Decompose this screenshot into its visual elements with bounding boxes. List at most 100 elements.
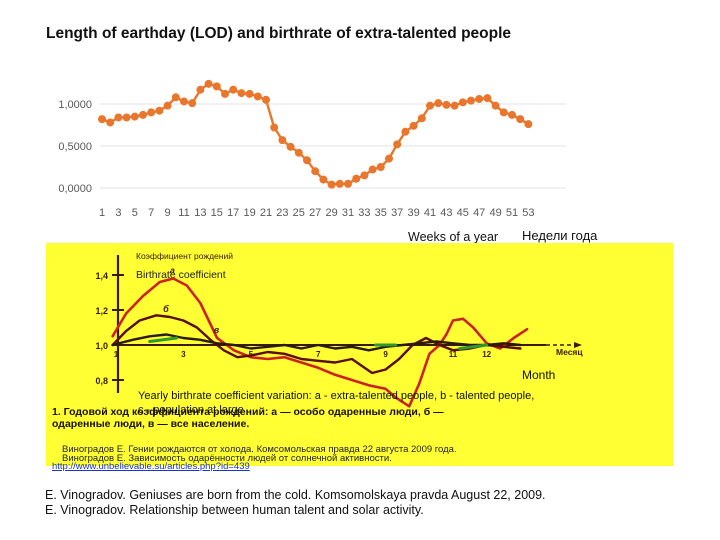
caption-en-line-1: Yearly birthrate coefficient variation: … bbox=[138, 390, 534, 402]
series-line-2 bbox=[111, 314, 522, 375]
lod-data-point bbox=[319, 175, 328, 184]
lod-data-point bbox=[229, 85, 238, 94]
lod-data-point bbox=[483, 94, 492, 103]
x-tick-label: 37 bbox=[391, 207, 403, 219]
x-tick-label: 7 bbox=[316, 350, 321, 359]
x-tick-label: 3 bbox=[181, 350, 186, 359]
lod-data-point bbox=[401, 127, 410, 136]
lod-data-point bbox=[98, 115, 106, 124]
lod-data-point bbox=[294, 148, 303, 157]
lod-data-point bbox=[155, 106, 164, 115]
birthrate-chart-panel bbox=[46, 243, 673, 466]
x-tick-label: 9 bbox=[383, 350, 388, 359]
x-tick-label: 33 bbox=[358, 207, 370, 219]
y-tick-label: 0,8 bbox=[95, 376, 108, 386]
lod-data-point bbox=[311, 167, 320, 176]
weeks-axis-label-en: Weeks of a year bbox=[408, 230, 499, 244]
x-tick-label: 47 bbox=[473, 207, 485, 219]
lod-data-point bbox=[368, 165, 377, 174]
series-green-segment bbox=[458, 343, 489, 350]
lod-data-point bbox=[516, 115, 525, 124]
chart-title-ru: Коэффициент рождений bbox=[136, 251, 233, 261]
lod-data-point bbox=[426, 101, 434, 110]
citation-link[interactable]: http://www.unbelievable.su/articles.php?… bbox=[52, 461, 250, 472]
x-tick-label: 11 bbox=[178, 207, 189, 219]
curve-label: а bbox=[170, 265, 175, 275]
lod-data-point bbox=[171, 93, 180, 102]
x-tick-label: 21 bbox=[260, 207, 272, 219]
caption-ru-line-1: 1. Годовой ход коэффициента рождений: а … bbox=[52, 406, 444, 418]
lod-data-point bbox=[204, 79, 213, 88]
lod-data-point bbox=[180, 97, 188, 106]
lod-data-point bbox=[450, 101, 459, 110]
lod-data-point bbox=[262, 95, 270, 104]
caption-en-line-2: c - population at large bbox=[138, 404, 244, 416]
lod-data-point bbox=[147, 108, 156, 117]
lod-data-point bbox=[360, 171, 369, 180]
lod-data-point bbox=[122, 113, 131, 122]
curve-label: б bbox=[163, 304, 169, 314]
x-tick-label: 35 bbox=[375, 207, 387, 219]
lod-data-point bbox=[434, 99, 443, 108]
lod-data-point bbox=[442, 100, 451, 109]
x-axis-label-ru: Месяц bbox=[556, 347, 583, 357]
lod-data-point bbox=[188, 99, 197, 108]
x-tick-label: 19 bbox=[243, 207, 255, 219]
lod-data-point bbox=[114, 113, 123, 122]
y-tick-label: 1,0000 bbox=[58, 99, 92, 111]
x-tick-label: 41 bbox=[424, 207, 436, 219]
x-tick-label: 1 bbox=[99, 207, 105, 219]
lod-data-point bbox=[106, 118, 115, 127]
x-tick-label: 53 bbox=[522, 207, 534, 219]
x-tick-label: 3 bbox=[115, 207, 121, 219]
lod-data-point bbox=[344, 179, 352, 188]
chart-title-en: Birthrate coefficient bbox=[136, 269, 226, 281]
curve-label: в bbox=[214, 325, 220, 335]
x-tick-label: 29 bbox=[325, 207, 337, 219]
lod-data-point bbox=[508, 110, 516, 119]
lod-data-point bbox=[163, 101, 172, 110]
lod-data-point bbox=[270, 123, 279, 132]
x-axis-label-en: Month bbox=[522, 368, 555, 382]
y-tick-label: 1,4 bbox=[95, 271, 108, 281]
x-tick-label: 7 bbox=[148, 207, 154, 219]
x-tick-label: 51 bbox=[506, 207, 518, 219]
x-axis-arrow bbox=[574, 342, 582, 348]
series-green-segment bbox=[148, 336, 179, 343]
page-title: Length of earthday (LOD) and birthrate o… bbox=[46, 25, 512, 42]
lod-data-point bbox=[491, 101, 500, 110]
y-tick-label: 1,0 bbox=[95, 341, 108, 351]
x-tick-label: 49 bbox=[489, 207, 501, 219]
footnote-2: E. Vinogradov. Relationship between huma… bbox=[45, 503, 424, 517]
x-tick-label: 45 bbox=[457, 207, 469, 219]
series-line-1 bbox=[111, 277, 529, 408]
series-line-3 bbox=[111, 333, 522, 352]
x-tick-label: 25 bbox=[293, 207, 305, 219]
x-tick-label: 11 bbox=[449, 350, 458, 359]
lod-data-point bbox=[286, 142, 295, 151]
y-tick-label: 1,2 bbox=[95, 306, 108, 316]
footnote-1: E. Vinogradov. Geniuses are born from th… bbox=[45, 488, 546, 502]
lod-data-point bbox=[524, 120, 533, 129]
lod-data-point bbox=[352, 174, 361, 183]
lod-data-point bbox=[278, 136, 287, 145]
lod-data-point bbox=[130, 112, 139, 121]
lod-data-point bbox=[417, 114, 426, 123]
lod-data-point bbox=[139, 110, 147, 119]
x-tick-label: 15 bbox=[211, 207, 223, 219]
lod-data-point bbox=[303, 156, 311, 165]
lod-data-point bbox=[475, 94, 484, 103]
lod-data-point bbox=[335, 179, 344, 188]
x-tick-label: 12 bbox=[482, 350, 491, 359]
lod-data-point bbox=[376, 163, 385, 171]
lod-data-point bbox=[327, 180, 336, 189]
x-tick-label: 5 bbox=[132, 207, 138, 219]
lod-data-point bbox=[409, 121, 418, 130]
chart-caption-en: Yearly birthrate coefficient variation: … bbox=[138, 390, 534, 416]
lod-data-point bbox=[245, 89, 254, 98]
lod-data-point bbox=[393, 140, 402, 149]
weeks-axis-label-ru: Недели года bbox=[522, 228, 598, 243]
x-tick-label: 13 bbox=[194, 207, 206, 219]
